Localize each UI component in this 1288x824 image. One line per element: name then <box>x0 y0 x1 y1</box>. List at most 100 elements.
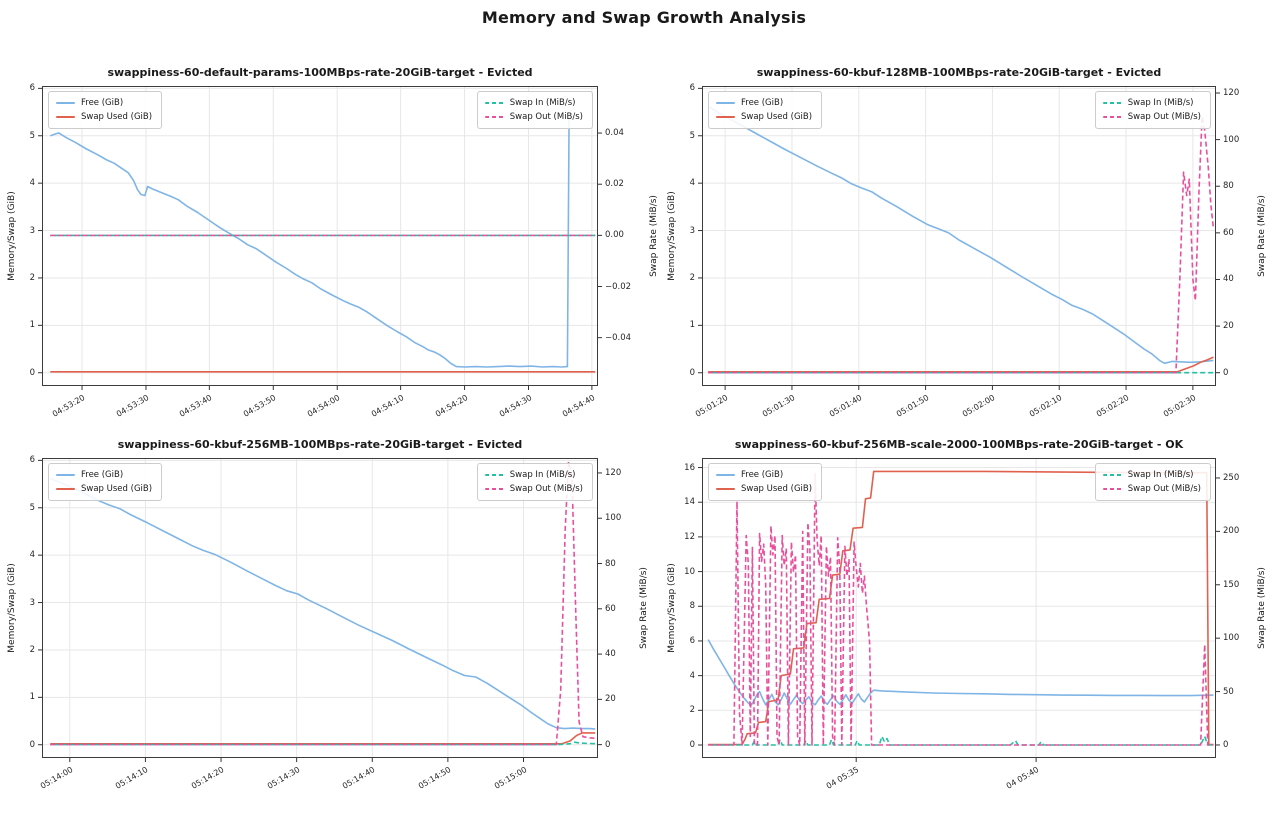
legend-label: Swap In (MiB/s) <box>509 470 576 480</box>
legend-entry: Swap Out (MiB/s) <box>484 110 583 124</box>
subplot-top-left: swappiness-60-default-params-100MBps-rat… <box>7 66 659 419</box>
y-left-tick-label: 10 <box>684 566 695 577</box>
x-tick-label: 05:02:10 <box>1028 393 1064 419</box>
x-tick-label: 05:14:00 <box>38 765 75 791</box>
subplot-title: swappiness-60-kbuf-256MB-scale-2000-100M… <box>734 438 1184 451</box>
swap_out-legend-swatch <box>484 116 504 119</box>
y-right-tick-label: 100 <box>605 513 622 524</box>
legend-entry: Swap Out (MiB/s) <box>1102 110 1201 124</box>
legend-label: Free (GiB) <box>741 98 784 108</box>
legend-label: Free (GiB) <box>81 470 124 480</box>
y-right-tick-label: 100 <box>1223 134 1240 145</box>
swap_in-legend-swatch <box>1102 474 1122 476</box>
y-axis-label-right: Swap Rate (MiB/s) <box>1257 567 1267 649</box>
y-left-tick-label: 6 <box>689 635 695 646</box>
y-left-tick-label: 12 <box>684 531 695 542</box>
legend-entry: Free (GiB) <box>716 468 812 482</box>
x-tick-label: 05:14:20 <box>189 765 226 791</box>
legend-entry: Free (GiB) <box>56 96 152 110</box>
legend-entry: Free (GiB) <box>56 468 152 482</box>
y-right-tick-label: 60 <box>1223 227 1234 238</box>
plot-border <box>702 86 1216 386</box>
legend-label: Swap Out (MiB/s) <box>1127 484 1201 495</box>
swap_in-line <box>708 735 1214 746</box>
y-left-tick-label: 16 <box>684 462 695 473</box>
y-left-tick-label: 5 <box>689 130 695 141</box>
plot-canvas <box>38 458 602 762</box>
y-axis-label-right: Swap Rate (MiB/s) <box>639 567 649 649</box>
legend-entry: Swap Used (GiB) <box>56 482 152 496</box>
legend-label: Free (GiB) <box>741 470 784 480</box>
swap_in-legend-swatch <box>484 102 504 104</box>
y-left-tick-label: 5 <box>29 130 35 141</box>
y-left-tick-label: 2 <box>29 644 35 655</box>
y-right-tick-label: −0.02 <box>605 281 632 292</box>
legend-memory: Free (GiB) Swap Used (GiB) <box>48 91 163 130</box>
swap_used-legend-swatch <box>716 116 735 119</box>
y-right-tick-label: 0.00 <box>605 230 624 241</box>
y-right-tick-label: 250 <box>1223 472 1240 483</box>
page-title: Memory and Swap Growth Analysis <box>481 8 807 27</box>
y-axis-label-left: Memory/Swap (GiB) <box>667 563 677 653</box>
y-right-tick-label: 0.02 <box>605 179 624 190</box>
swap_in-legend-swatch <box>1102 102 1122 104</box>
legend-label: Swap Out (MiB/s) <box>509 484 583 495</box>
legend-entry: Swap In (MiB/s) <box>484 96 583 110</box>
legend-label: Free (GiB) <box>81 98 124 108</box>
x-tick-label: 05:14:10 <box>114 765 150 791</box>
subplot-top-right: swappiness-60-kbuf-128MB-100MBps-rate-20… <box>667 66 1267 419</box>
y-left-tick-label: 0 <box>29 739 35 750</box>
legend-memory: Free (GiB) Swap Used (GiB) <box>48 463 163 502</box>
y-left-tick-label: 3 <box>29 597 35 608</box>
y-left-tick-label: 1 <box>689 320 695 331</box>
x-tick-label: 04 05:40 <box>1005 765 1041 791</box>
plot-border <box>42 86 598 386</box>
y-right-tick-label: −0.04 <box>605 332 632 343</box>
swap_out-legend-swatch <box>484 488 504 491</box>
x-tick-label: 04:53:50 <box>242 393 278 419</box>
swap_used-line <box>708 356 1214 373</box>
y-left-tick-label: 6 <box>29 83 35 94</box>
legend-label: Swap Out (MiB/s) <box>1127 112 1201 123</box>
legend-entry: Swap Used (GiB) <box>716 110 812 124</box>
legend-label: Swap Used (GiB) <box>81 484 153 495</box>
legend-swap: Swap In (MiB/s) Swap Out (MiB/s) <box>1094 91 1211 130</box>
subplot-bottom-left: swappiness-60-kbuf-256MB-100MBps-rate-20… <box>7 438 649 791</box>
x-tick-label: 05:02:30 <box>1161 393 1198 419</box>
subplot-title: swappiness-60-kbuf-128MB-100MBps-rate-20… <box>756 66 1162 79</box>
legend-swap: Swap In (MiB/s) Swap Out (MiB/s) <box>1094 463 1211 502</box>
y-right-tick-label: 80 <box>605 558 616 569</box>
subplot-title: swappiness-60-kbuf-256MB-100MBps-rate-20… <box>117 438 523 451</box>
y-right-tick-label: 20 <box>1223 321 1234 332</box>
legend-label: Swap Used (GiB) <box>741 112 813 123</box>
y-right-tick-label: 200 <box>1223 526 1240 537</box>
free-line <box>707 105 1214 365</box>
plot-canvas <box>698 458 1220 762</box>
x-tick-label: 04:54:10 <box>369 393 406 419</box>
x-tick-label: 05:01:30 <box>760 393 797 419</box>
x-tick-label: 04:54:40 <box>560 393 597 419</box>
free-legend-swatch <box>716 102 735 104</box>
legend-entry: Swap In (MiB/s) <box>1102 96 1201 110</box>
legend-swap: Swap In (MiB/s) Swap Out (MiB/s) <box>476 91 593 130</box>
x-tick-label: 04:54:00 <box>306 393 342 419</box>
legend-entry: Free (GiB) <box>716 96 812 110</box>
y-right-tick-label: 120 <box>605 467 622 478</box>
y-right-tick-label: 50 <box>1223 686 1234 697</box>
y-axis-label-left: Memory/Swap (GiB) <box>7 191 17 281</box>
free-line <box>50 114 570 368</box>
plot-canvas <box>698 86 1220 390</box>
y-left-tick-label: 2 <box>689 272 695 283</box>
y-left-tick-label: 3 <box>29 225 35 236</box>
legend-entry: Swap In (MiB/s) <box>1102 468 1201 482</box>
y-right-tick-label: 120 <box>1223 87 1240 98</box>
y-right-tick-label: 40 <box>605 649 616 660</box>
y-axis-label-left: Memory/Swap (GiB) <box>667 191 677 281</box>
plot-canvas <box>38 86 602 390</box>
x-tick-label: 04:54:20 <box>433 393 470 419</box>
y-left-tick-label: 0 <box>689 367 695 378</box>
swap_used-legend-swatch <box>56 488 75 491</box>
legend-entry: Swap Out (MiB/s) <box>484 482 583 496</box>
legend-memory: Free (GiB) Swap Used (GiB) <box>708 463 823 502</box>
legend-label: Swap In (MiB/s) <box>1127 98 1194 108</box>
